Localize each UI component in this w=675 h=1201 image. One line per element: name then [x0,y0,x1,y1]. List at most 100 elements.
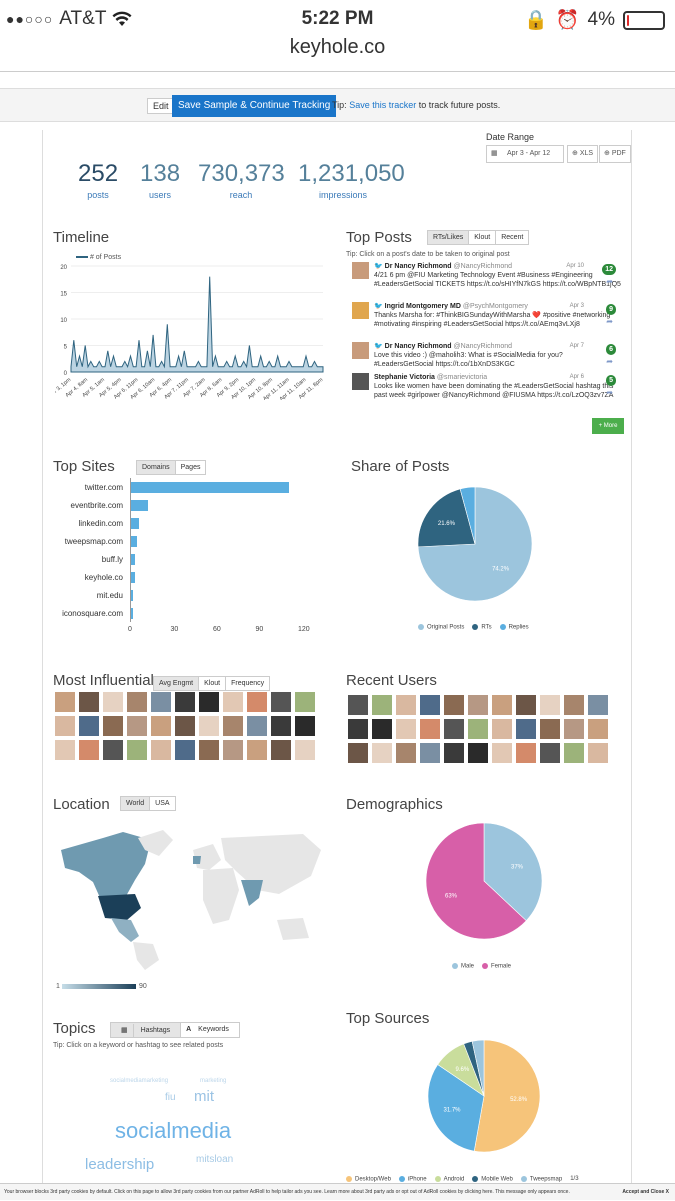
avatar[interactable] [223,716,243,736]
tab-klout[interactable]: Klout [199,677,227,690]
avatar[interactable] [127,740,147,760]
edit-button[interactable]: Edit [147,98,175,114]
avatar[interactable] [151,716,171,736]
avatar[interactable] [127,716,147,736]
pdf-button[interactable]: ⊕ PDF [599,145,631,163]
tab-keywords[interactable]: A Keywords [186,1026,229,1033]
avatar[interactable] [55,740,75,760]
avatar[interactable] [175,740,195,760]
avatar[interactable] [79,692,99,712]
avatar[interactable] [247,716,267,736]
avatar[interactable] [295,716,315,736]
post-date[interactable]: Apr 3 [569,303,584,309]
share-icon[interactable]: ➦ [606,317,613,326]
word-cloud-term[interactable]: mitsloan [196,1154,234,1165]
avatar[interactable] [468,743,488,763]
tab-recent[interactable]: Recent [501,234,524,241]
avatar[interactable] [468,695,488,715]
avatar[interactable] [372,695,392,715]
avatar[interactable] [199,716,219,736]
more-posts-button[interactable]: + More [592,418,624,434]
avatar[interactable] [420,719,440,739]
avatar[interactable] [247,692,267,712]
avatar[interactable] [295,740,315,760]
tab-hashtags[interactable]: ▦ Hashtags [111,1023,182,1037]
avatar[interactable] [564,743,584,763]
avatar[interactable] [175,692,195,712]
post-date[interactable]: Apr 6 [569,374,584,380]
avatar[interactable] [271,692,291,712]
save-tracking-button[interactable]: Save Sample & Continue Tracking [172,95,337,117]
avatar[interactable] [55,716,75,736]
avatar[interactable] [103,716,123,736]
avatar[interactable] [151,692,171,712]
avatar[interactable] [372,743,392,763]
avatar[interactable] [444,695,464,715]
avatar[interactable] [372,719,392,739]
avatar[interactable] [492,719,512,739]
avatar[interactable] [540,695,560,715]
avatar[interactable] [540,743,560,763]
avatar[interactable] [199,740,219,760]
share-icon[interactable]: ➦ [606,357,613,366]
avatar[interactable] [396,719,416,739]
avatar[interactable] [540,719,560,739]
save-tracker-link[interactable]: Save this tracker [349,100,417,110]
avatar[interactable] [492,695,512,715]
site-label[interactable]: twitter.com [84,483,123,492]
avatar[interactable] [516,743,536,763]
avatar[interactable] [271,740,291,760]
word-cloud-term[interactable]: fiu [165,1092,176,1103]
avatar[interactable] [199,692,219,712]
avatar[interactable] [79,716,99,736]
tab-avg-engmt[interactable]: Avg Engmt [154,677,200,690]
avatar[interactable] [396,743,416,763]
tab-klout[interactable]: Klout [469,231,497,244]
word-cloud-term[interactable]: mit [194,1088,214,1105]
avatar[interactable] [348,743,368,763]
avatar[interactable] [352,373,369,390]
avatar[interactable] [564,719,584,739]
avatar[interactable] [175,716,195,736]
avatar[interactable] [588,695,608,715]
cookie-banner[interactable]: Your browser blocks 3rd party cookies by… [0,1183,675,1200]
avatar[interactable] [444,743,464,763]
avatar[interactable] [223,740,243,760]
avatar[interactable] [223,692,243,712]
avatar[interactable] [564,695,584,715]
avatar[interactable] [444,719,464,739]
site-label[interactable]: eventbrite.com [70,501,123,510]
avatar[interactable] [516,719,536,739]
post-author[interactable]: Ingrid Montgomery MD [384,303,461,310]
tab-domains[interactable]: Domains [137,461,176,474]
avatar[interactable] [247,740,267,760]
avatar[interactable] [55,692,75,712]
post-date[interactable]: Apr 10 [566,263,584,269]
avatar[interactable] [352,262,369,279]
post-author[interactable]: Stephanie Victoria [374,374,435,381]
avatar[interactable] [420,743,440,763]
site-label[interactable]: keyhole.co [84,573,123,582]
tab-rts-likes[interactable]: RTs/Likes [428,231,470,244]
avatar[interactable] [79,740,99,760]
share-icon[interactable]: ➦ [606,388,613,397]
tab-pages[interactable]: Pages [180,464,201,471]
share-icon[interactable]: ➦ [606,277,613,286]
tab-world[interactable]: World [121,797,151,810]
date-range-input[interactable]: ▦ Apr 3 - Apr 12 [486,145,564,163]
accept-cookies-button[interactable]: Accept and Close X [622,1189,669,1195]
avatar[interactable] [127,692,147,712]
legend-pager[interactable]: 1/3 [570,1176,579,1183]
site-label[interactable]: iconosquare.com [62,609,123,618]
address-bar[interactable]: keyhole.co [0,36,675,72]
post-date[interactable]: Apr 7 [569,343,584,349]
avatar[interactable] [103,740,123,760]
avatar[interactable] [492,743,512,763]
word-cloud-term[interactable]: socialmedia [115,1118,232,1143]
xls-button[interactable]: ⊕ XLS [567,145,599,163]
avatar[interactable] [352,302,369,319]
avatar[interactable] [151,740,171,760]
site-label[interactable]: mit.edu [96,591,123,600]
avatar[interactable] [516,695,536,715]
avatar[interactable] [271,716,291,736]
